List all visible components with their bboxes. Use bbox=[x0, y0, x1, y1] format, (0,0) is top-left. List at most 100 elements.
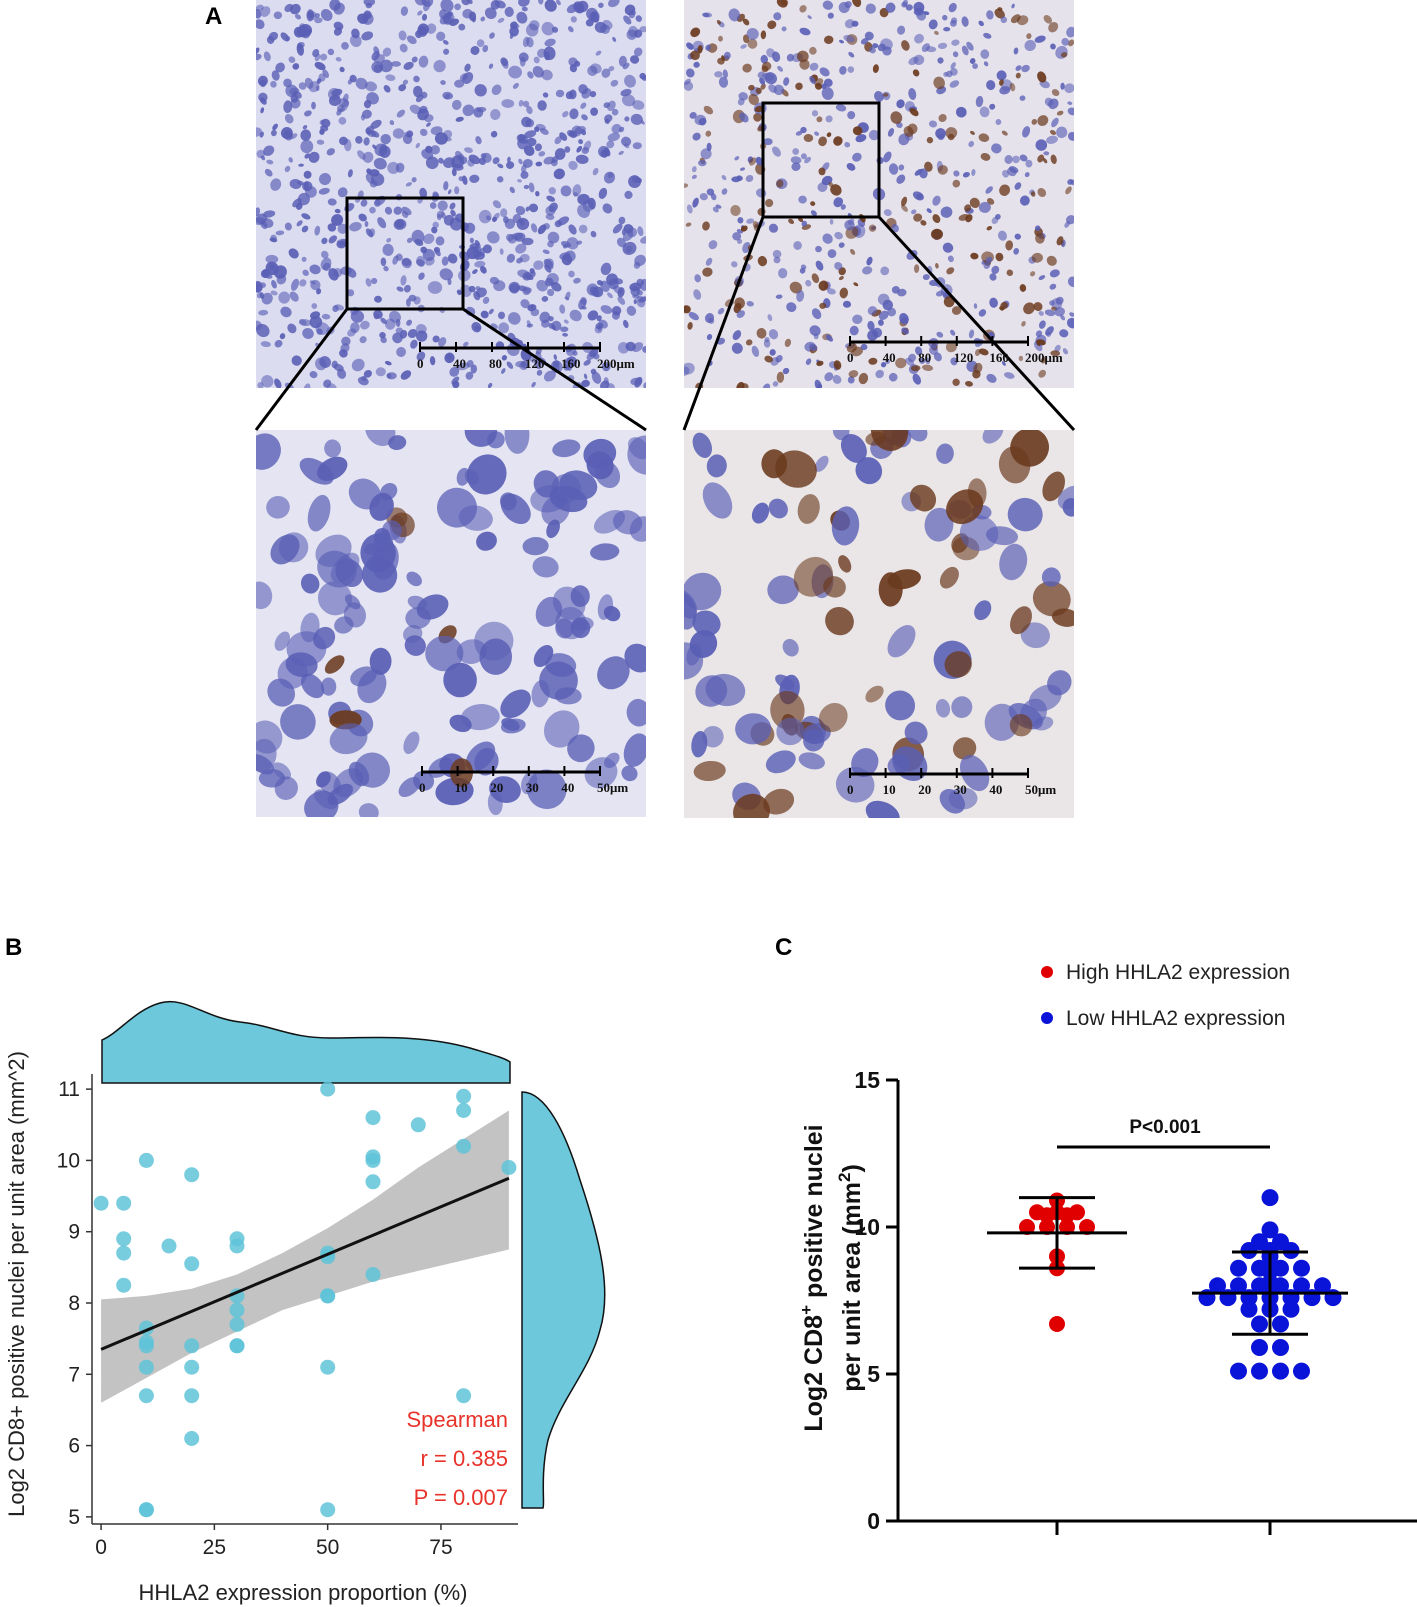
stained-cell bbox=[1015, 72, 1021, 79]
cell-nucleus bbox=[358, 213, 367, 222]
cell-nucleus bbox=[415, 30, 422, 39]
cell-nucleus bbox=[308, 151, 320, 163]
cell-nucleus bbox=[260, 341, 271, 348]
stained-cell bbox=[818, 280, 829, 291]
cell-nucleus bbox=[506, 161, 515, 169]
cell-nucleus bbox=[537, 100, 547, 111]
stained-cell bbox=[760, 83, 766, 90]
scale-tick-label: 0 bbox=[419, 780, 426, 795]
cell-nucleus bbox=[601, 362, 611, 372]
cell-nucleus bbox=[597, 594, 614, 620]
stained-cell bbox=[816, 116, 823, 123]
cell-nucleus bbox=[530, 223, 538, 233]
cell-nucleus bbox=[297, 180, 304, 186]
cell-nucleus bbox=[301, 213, 311, 220]
cell-nucleus bbox=[755, 156, 763, 166]
cell-nucleus bbox=[562, 111, 569, 118]
cell-nucleus bbox=[1004, 155, 1013, 164]
zoom-connector bbox=[877, 215, 1076, 432]
cell-nucleus bbox=[560, 185, 572, 197]
cell-nucleus bbox=[357, 13, 369, 24]
cell-nucleus bbox=[562, 244, 568, 249]
cell-nucleus bbox=[706, 454, 727, 478]
cell-nucleus bbox=[1011, 3, 1015, 9]
cell-nucleus bbox=[769, 349, 776, 356]
stained-cell bbox=[803, 133, 814, 143]
cell-nucleus bbox=[626, 698, 646, 727]
cell-nucleus bbox=[767, 314, 773, 322]
y-axis-label-c-line2: per unit area (mm2) bbox=[835, 1164, 866, 1392]
cell-nucleus bbox=[823, 78, 833, 88]
cell-nucleus bbox=[847, 66, 855, 73]
data-point bbox=[138, 1388, 154, 1404]
cell-nucleus bbox=[301, 256, 307, 262]
stained-cell bbox=[748, 157, 757, 166]
stained-cell bbox=[1060, 52, 1068, 58]
cell-nucleus bbox=[370, 277, 378, 285]
cell-nucleus bbox=[568, 224, 577, 235]
cell-nucleus bbox=[488, 63, 494, 69]
cell-nucleus bbox=[266, 36, 275, 44]
cell-nucleus bbox=[382, 47, 392, 57]
stained-cell bbox=[939, 566, 959, 589]
cell-nucleus bbox=[978, 20, 984, 27]
cell-nucleus bbox=[796, 290, 805, 302]
stained-cell bbox=[901, 204, 908, 212]
y-axis-label-c: Log2 CD8+ positive nuclei bbox=[797, 1124, 828, 1431]
cell-nucleus bbox=[624, 116, 630, 122]
cell-nucleus bbox=[403, 284, 411, 293]
cell-nucleus bbox=[361, 31, 374, 41]
cell-nucleus bbox=[465, 741, 496, 772]
cell-nucleus bbox=[526, 105, 533, 115]
cell-nucleus bbox=[1013, 247, 1020, 255]
scale-tick-label: 160 bbox=[989, 350, 1009, 365]
cell-nucleus bbox=[379, 59, 393, 73]
cell-nucleus bbox=[373, 199, 381, 207]
cell-nucleus bbox=[809, 62, 819, 71]
cell-nucleus bbox=[746, 218, 755, 224]
cell-nucleus bbox=[551, 155, 559, 163]
cell-nucleus bbox=[971, 169, 976, 176]
cell-nucleus bbox=[843, 34, 855, 43]
cell-nucleus bbox=[531, 381, 536, 388]
cell-nucleus bbox=[1055, 296, 1064, 305]
cell-nucleus bbox=[1001, 361, 1006, 366]
cell-nucleus bbox=[922, 274, 930, 281]
cell-nucleus bbox=[888, 163, 899, 175]
cell-nucleus bbox=[270, 80, 277, 88]
stained-cell bbox=[798, 217, 804, 223]
stained-cell bbox=[1056, 236, 1064, 246]
data-point bbox=[1261, 1189, 1279, 1207]
stained-cell bbox=[934, 30, 939, 35]
cell-nucleus bbox=[267, 678, 296, 707]
cell-nucleus bbox=[597, 324, 603, 332]
cell-nucleus bbox=[270, 129, 277, 137]
stained-cell bbox=[1026, 33, 1032, 39]
scale-tick-label: 20 bbox=[918, 782, 931, 797]
stained-cell bbox=[733, 793, 770, 818]
stained-cell bbox=[1037, 187, 1047, 198]
data-point bbox=[138, 1359, 154, 1375]
cell-nucleus bbox=[860, 37, 869, 45]
cell-nucleus bbox=[746, 27, 759, 40]
cell-nucleus bbox=[621, 94, 636, 107]
cell-nucleus bbox=[314, 61, 326, 71]
stained-cell bbox=[838, 276, 844, 281]
cell-nucleus bbox=[617, 287, 625, 298]
cell-nucleus bbox=[430, 145, 440, 155]
cell-nucleus bbox=[640, 120, 645, 125]
cell-nucleus bbox=[953, 170, 960, 177]
cell-nucleus bbox=[547, 288, 555, 297]
cell-nucleus bbox=[258, 92, 268, 102]
cell-nucleus bbox=[316, 139, 325, 145]
cell-nucleus bbox=[454, 186, 460, 195]
cell-nucleus bbox=[319, 119, 325, 125]
cell-nucleus bbox=[272, 123, 278, 131]
cell-nucleus bbox=[846, 162, 856, 171]
cell-nucleus bbox=[499, 248, 504, 255]
cell-nucleus bbox=[706, 333, 713, 341]
cell-nucleus bbox=[813, 333, 819, 340]
cell-nucleus bbox=[844, 19, 855, 29]
cell-nucleus bbox=[347, 169, 353, 178]
cell-nucleus bbox=[518, 0, 530, 7]
